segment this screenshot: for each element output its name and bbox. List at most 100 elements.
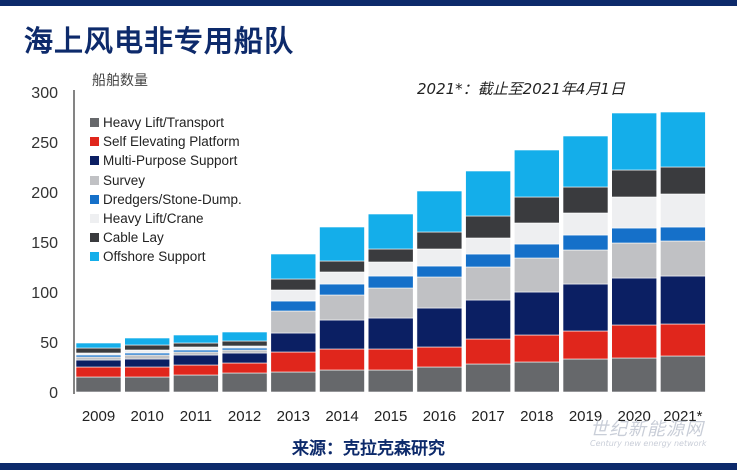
- bar-segment-heavy-lift-crane: [367, 261, 414, 277]
- y-tick-label: 300: [31, 85, 58, 102]
- top-border-bar: [0, 0, 737, 6]
- bar-segment-multi-purpose-support: [270, 332, 317, 353]
- x-tick-label: 2017: [471, 408, 504, 425]
- bar-segment-offshore-support: [270, 253, 317, 280]
- bar-segment-dredgers-stone-dump-: [319, 283, 365, 296]
- bar-segment-multi-purpose-support: [513, 291, 560, 336]
- chart-annotation: 2021*：截止至2021年4月1日: [417, 80, 625, 98]
- bar-segment-survey: [319, 294, 365, 321]
- bar-segment-heavy-lift-crane: [562, 212, 609, 236]
- bar-segment-survey: [562, 249, 609, 285]
- x-tick-label: 2015: [374, 408, 407, 425]
- bar-segment-self-elevating-platform: [221, 362, 268, 374]
- bar-segment-self-elevating-platform: [75, 366, 122, 378]
- page-title: 海上风电非专用船队: [24, 24, 295, 58]
- bar-segment-offshore-support: [124, 337, 170, 346]
- legend-label: Multi-Purpose Support: [103, 153, 238, 169]
- bar-segment-survey: [270, 310, 317, 334]
- x-tick-label: 2020: [618, 408, 651, 425]
- bar-segment-survey: [367, 287, 414, 319]
- x-tick-label: 2012: [228, 408, 261, 425]
- bar-segment-survey: [513, 257, 560, 293]
- bar-segment-survey: [75, 356, 122, 361]
- bar-segment-cable-lay: [221, 340, 268, 347]
- source-caption: 来源：克拉克森研究: [292, 439, 445, 459]
- bar-segment-offshore-support: [562, 135, 609, 188]
- x-tick-label: 2019: [569, 408, 602, 425]
- bar-segment-multi-purpose-support: [124, 358, 170, 368]
- bar-segment-multi-purpose-support: [660, 275, 706, 325]
- bar-segment-offshore-support: [513, 149, 560, 198]
- bar-segment-self-elevating-platform: [319, 348, 365, 371]
- bar-segment-heavy-lift-transport: [660, 355, 706, 393]
- bar-segment-heavy-lift-crane: [124, 349, 170, 354]
- legend-swatch: [90, 175, 99, 185]
- bar-segment-heavy-lift-transport: [367, 369, 414, 393]
- bar-segment-cable-lay: [416, 231, 463, 250]
- bar-segment-multi-purpose-support: [319, 319, 365, 350]
- legend-swatch: [90, 156, 99, 166]
- legend-swatch: [90, 233, 99, 243]
- bar-segment-heavy-lift-transport: [221, 372, 268, 393]
- legend-item: Offshore Support: [90, 247, 242, 266]
- bar-segment-heavy-lift-crane: [660, 193, 706, 228]
- bar-segment-heavy-lift-transport: [416, 366, 463, 393]
- bar-segment-multi-purpose-support: [611, 277, 658, 326]
- legend-item: Cable Lay: [90, 228, 242, 247]
- bar-segment-heavy-lift-crane: [270, 289, 317, 302]
- bar-segment-heavy-lift-transport: [513, 361, 560, 393]
- bar-segment-survey: [465, 266, 511, 301]
- bar-segment-dredgers-stone-dump-: [465, 253, 511, 268]
- legend-label: Cable Lay: [103, 230, 164, 246]
- bar-segment-cable-lay: [124, 344, 170, 351]
- bar-segment-self-elevating-platform: [367, 348, 414, 371]
- bar-segment-survey: [221, 349, 268, 354]
- legend-swatch: [90, 194, 99, 204]
- bar-segment-self-elevating-platform: [124, 366, 170, 378]
- bar-segment-heavy-lift-transport: [562, 358, 609, 393]
- bar-segment-dredgers-stone-dump-: [513, 243, 560, 259]
- bar-segment-survey: [173, 351, 219, 356]
- bar-segment-heavy-lift-crane: [611, 196, 658, 229]
- y-tick-label: 0: [49, 385, 58, 402]
- watermark-en-text: Century new energy network: [590, 439, 707, 448]
- bar-segment-self-elevating-platform: [660, 323, 706, 357]
- x-tick-label: 2011: [180, 408, 212, 425]
- bar-segment-offshore-support: [465, 170, 511, 217]
- bar-segment-heavy-lift-transport: [124, 376, 170, 393]
- bar-segment-heavy-lift-transport: [270, 371, 317, 393]
- bar-segment-cable-lay: [270, 278, 317, 291]
- bar-segment-heavy-lift-crane: [513, 222, 560, 245]
- bar-segment-offshore-support: [611, 112, 658, 171]
- bar-segment-offshore-support: [416, 190, 463, 233]
- legend-item: Heavy Lift/Transport: [90, 113, 242, 132]
- legend-item: Multi-Purpose Support: [90, 151, 242, 170]
- bar-segment-dredgers-stone-dump-: [367, 275, 414, 289]
- bar-segment-dredgers-stone-dump-: [611, 227, 658, 244]
- x-tick-label: 2009: [82, 408, 115, 425]
- bar-segment-self-elevating-platform: [611, 324, 658, 359]
- bar-segment-dredgers-stone-dump-: [660, 226, 706, 242]
- y-tick-label: 150: [31, 235, 58, 252]
- y-axis-label: 船舶数量: [92, 73, 148, 89]
- bar-segment-heavy-lift-transport: [611, 357, 658, 393]
- bar-segment-self-elevating-platform: [270, 351, 317, 373]
- bar-segment-self-elevating-platform: [416, 346, 463, 368]
- bar-segment-self-elevating-platform: [465, 338, 511, 365]
- bottom-border-bar: [0, 463, 737, 470]
- bar-segment-cable-lay: [611, 169, 658, 198]
- bar-segment-multi-purpose-support: [465, 299, 511, 340]
- bar-segment-heavy-lift-crane: [416, 248, 463, 267]
- y-tick-label: 50: [40, 335, 58, 352]
- bar-segment-heavy-lift-crane: [319, 271, 365, 285]
- legend-swatch: [90, 137, 99, 147]
- bar-segment-dredgers-stone-dump-: [416, 265, 463, 278]
- x-tick-label: 2010: [131, 408, 164, 425]
- bar-segment-cable-lay: [562, 186, 609, 214]
- x-tick-label: 2016: [423, 408, 456, 425]
- bar-segment-multi-purpose-support: [221, 352, 268, 364]
- y-tick-label: 200: [31, 185, 58, 202]
- bar-segment-self-elevating-platform: [173, 364, 219, 376]
- legend-swatch: [90, 214, 99, 224]
